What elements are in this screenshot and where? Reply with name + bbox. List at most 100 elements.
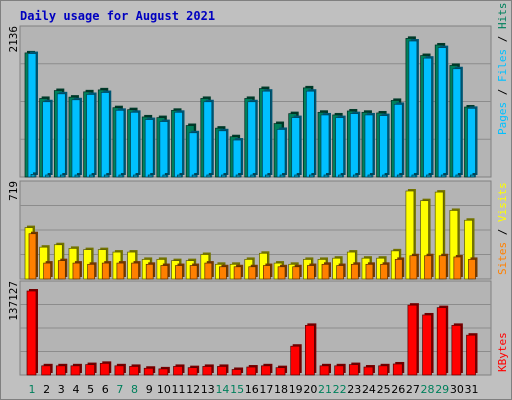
- pages-bar: [177, 173, 184, 178]
- files-bar: [423, 56, 434, 178]
- files-bar: [335, 115, 346, 178]
- sites-bar: [380, 262, 390, 280]
- x-tick-label: 30: [450, 383, 464, 396]
- kbytes-bar: [231, 367, 244, 376]
- files-bar: [203, 99, 214, 178]
- x-tick-label: 12: [186, 383, 200, 396]
- sites-bar: [394, 257, 405, 280]
- legend-middle: Sites / Visits: [496, 182, 509, 275]
- x-tick-label: 1: [29, 383, 36, 396]
- files-bar: [276, 127, 288, 178]
- pages-bar: [147, 173, 155, 178]
- x-tick-label: 26: [391, 383, 405, 396]
- files-bar: [349, 111, 361, 178]
- files-bar: [379, 113, 390, 178]
- kbytes-bar: [55, 363, 68, 376]
- kbytes-bar: [114, 363, 126, 376]
- pages-bar: [411, 173, 418, 178]
- kbytes-bar: [466, 333, 478, 376]
- pages-bar: [470, 173, 477, 178]
- kbytes-bar: [290, 344, 302, 376]
- files-bar: [144, 117, 156, 178]
- kbytes-bar: [363, 365, 375, 376]
- pages-bar: [294, 173, 301, 178]
- sites-bar: [336, 263, 346, 280]
- y-max-label: 719: [7, 181, 20, 201]
- sites-bar: [409, 253, 419, 280]
- files-bar: [115, 108, 126, 178]
- kbytes-bar: [451, 323, 463, 376]
- files-bar: [71, 97, 82, 178]
- kbytes-bar: [85, 362, 97, 376]
- kbytes-bar: [143, 366, 156, 376]
- kbytes-bar: [187, 365, 200, 376]
- sites-bar: [350, 262, 361, 280]
- sites-bar: [175, 263, 185, 280]
- pages-bar: [352, 173, 360, 178]
- kbytes-bar: [173, 364, 185, 376]
- x-tick-label: 3: [58, 383, 65, 396]
- x-tick-label: 18: [274, 383, 288, 396]
- pages-bar: [59, 173, 67, 178]
- sites-bar: [43, 261, 53, 280]
- legend-visits: Visits: [496, 182, 509, 222]
- files-bar: [27, 51, 38, 178]
- kbytes-bar: [407, 303, 419, 376]
- files-bar: [393, 102, 405, 178]
- x-tick-label: 21: [318, 383, 332, 396]
- sites-bar: [263, 263, 273, 280]
- sites-bar: [204, 261, 214, 280]
- pages-bar: [440, 173, 448, 178]
- sites-bar: [189, 263, 200, 280]
- x-tick-label: 9: [146, 383, 153, 396]
- pages-bar: [382, 173, 389, 178]
- y-max-label: 2136: [7, 26, 20, 53]
- sites-bar: [307, 263, 317, 280]
- chart-title: Daily usage for August 2021: [20, 9, 216, 23]
- files-bar: [291, 115, 302, 178]
- sites-bar: [292, 264, 302, 280]
- files-bar: [247, 99, 258, 178]
- pages-bar: [396, 173, 404, 178]
- kbytes-bar: [334, 363, 346, 376]
- kbytes-bar: [158, 366, 170, 376]
- x-tick-label: 4: [72, 383, 79, 396]
- x-tick-label: 19: [289, 383, 303, 396]
- sites-bar: [468, 257, 478, 280]
- sites-bar: [116, 261, 126, 280]
- sites-bar: [365, 262, 375, 280]
- legend-sites: Sites: [496, 242, 509, 275]
- files-bar: [130, 110, 141, 178]
- pages-bar: [323, 173, 330, 178]
- pages-bar: [191, 173, 199, 178]
- files-bar: [100, 90, 112, 178]
- sites-bar: [277, 264, 288, 280]
- kbytes-bar: [41, 363, 53, 376]
- sites-bar: [160, 263, 170, 280]
- kbytes-bar: [217, 364, 229, 376]
- x-tick-label: 29: [435, 383, 449, 396]
- x-tick-label: 17: [259, 383, 273, 396]
- legend-bottom: KBytes: [496, 332, 509, 372]
- legend-hits: Hits: [496, 3, 509, 30]
- files-bar: [218, 128, 229, 178]
- kbytes-bar: [202, 364, 214, 376]
- files-bar: [452, 66, 463, 178]
- kbytes-bar: [378, 363, 390, 376]
- kbytes-bar: [305, 323, 317, 376]
- pages-bar: [455, 173, 462, 178]
- x-tick-label: 23: [347, 383, 361, 396]
- sites-bar: [57, 258, 68, 280]
- sites-bar: [87, 262, 97, 280]
- kbytes-bar: [422, 312, 434, 376]
- pages-bar: [235, 173, 243, 178]
- legend-pages: Pages: [496, 102, 509, 135]
- kbytes-bar: [99, 361, 112, 376]
- pages-bar: [45, 173, 52, 178]
- files-bar: [86, 92, 97, 178]
- legend-files: Files: [496, 49, 509, 82]
- x-tick-label: 16: [245, 383, 259, 396]
- x-tick-label: 2: [43, 383, 50, 396]
- pages-bar: [265, 173, 272, 178]
- x-tick-label: 27: [406, 383, 420, 396]
